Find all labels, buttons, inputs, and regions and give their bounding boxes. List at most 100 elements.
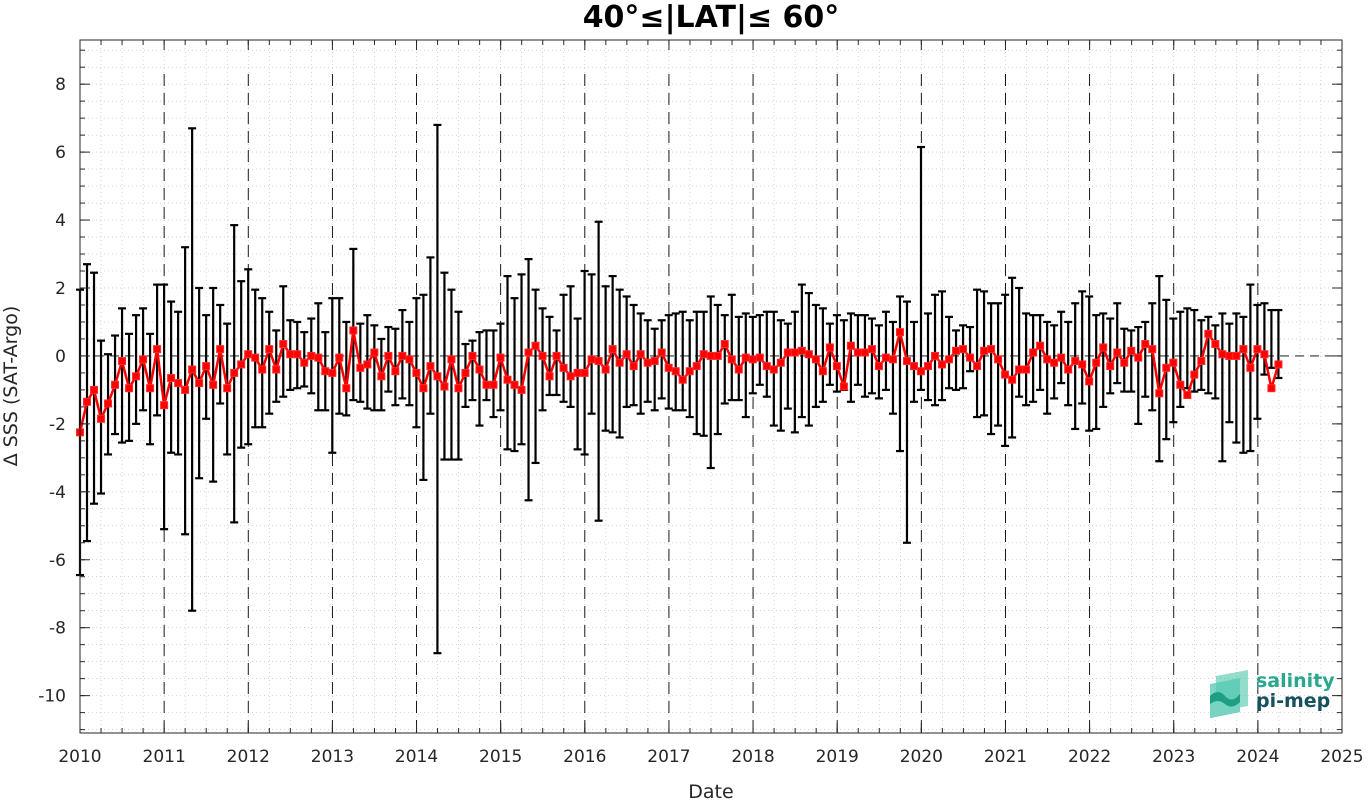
data-point	[860, 348, 869, 357]
x-tick-label: 2023	[1152, 747, 1195, 767]
data-point	[1113, 348, 1122, 357]
x-tick-label: 2015	[479, 747, 522, 767]
data-point	[279, 340, 288, 349]
data-point	[762, 362, 771, 371]
data-point	[251, 353, 260, 362]
data-point	[272, 365, 281, 374]
data-point	[146, 384, 155, 393]
data-point	[734, 365, 743, 374]
data-point	[881, 353, 890, 362]
data-point	[1064, 365, 1073, 374]
y-tick-label: 0	[55, 347, 66, 367]
data-point	[405, 355, 414, 364]
x-tick-label: 2021	[984, 747, 1027, 767]
data-point	[132, 372, 141, 381]
x-tick-label: 2020	[900, 747, 943, 767]
data-point	[83, 397, 92, 406]
data-point	[139, 355, 148, 364]
data-point	[391, 367, 400, 376]
data-point	[952, 346, 961, 355]
x-axis-label: Date	[688, 781, 733, 801]
data-point	[1043, 355, 1052, 364]
data-point	[615, 358, 624, 367]
data-point	[664, 363, 673, 372]
data-point	[671, 367, 680, 376]
data-point	[90, 385, 99, 394]
data-point	[804, 350, 813, 359]
data-point	[902, 357, 911, 366]
data-point	[1008, 375, 1017, 384]
data-point	[580, 368, 589, 377]
y-tick-label: -4	[49, 483, 66, 503]
data-point	[314, 353, 323, 362]
data-point	[790, 348, 799, 357]
data-point	[1141, 340, 1150, 349]
data-point	[622, 350, 631, 359]
data-point	[510, 380, 519, 389]
data-point	[468, 351, 477, 360]
data-point	[685, 367, 694, 376]
y-tick-labels: 8 6 4 2 0 -2 -4 -6 -8 -10	[38, 75, 66, 706]
data-point	[1120, 358, 1129, 367]
x-tick-label: 2025	[1320, 747, 1363, 767]
data-point	[440, 382, 449, 391]
data-point	[1183, 390, 1192, 399]
data-point	[713, 351, 722, 360]
data-point	[1267, 384, 1276, 393]
data-point	[153, 345, 162, 354]
data-point	[216, 345, 225, 354]
data-point	[370, 348, 379, 357]
data-point	[839, 382, 848, 391]
y-tick-label: -2	[49, 415, 66, 435]
data-point	[125, 384, 134, 393]
data-point	[538, 351, 547, 360]
data-point	[503, 375, 512, 384]
y-axis-label: Δ SSS (SAT-Argo)	[0, 306, 22, 466]
data-point	[223, 384, 232, 393]
data-point	[461, 368, 470, 377]
data-point	[629, 362, 638, 371]
data-point	[748, 355, 757, 364]
chart-title: 40°≤|LAT|≤ 60°	[583, 0, 840, 35]
data-point	[769, 365, 778, 374]
x-tick-label: 2017	[647, 747, 690, 767]
y-tick-label: -8	[49, 619, 66, 639]
data-point	[776, 358, 785, 367]
x-tick-label: 2013	[311, 747, 354, 767]
data-point	[938, 360, 947, 369]
y-tick-label: -10	[38, 687, 66, 707]
data-point	[909, 362, 918, 371]
data-point	[994, 355, 1003, 364]
data-point	[720, 340, 729, 349]
data-point	[1232, 351, 1241, 360]
y-tick-label: 4	[55, 211, 66, 231]
data-point	[973, 362, 982, 371]
data-point	[384, 351, 393, 360]
x-tick-label: 2014	[395, 747, 438, 767]
data-point	[980, 346, 989, 355]
logo-line2: pi-mep	[1256, 690, 1330, 712]
data-point	[118, 357, 127, 366]
data-point	[797, 346, 806, 355]
data-point	[867, 345, 876, 354]
data-point	[678, 375, 687, 384]
data-point	[1225, 351, 1234, 360]
data-point	[398, 351, 407, 360]
y-tick-label: 6	[55, 143, 66, 163]
data-point	[587, 355, 596, 364]
series-markers	[76, 326, 1283, 437]
data-point	[195, 379, 204, 388]
data-point	[531, 341, 540, 350]
x-tick-label: 2012	[227, 747, 270, 767]
data-point	[559, 363, 568, 372]
data-point	[1246, 363, 1255, 372]
data-point	[741, 353, 750, 362]
data-point	[825, 343, 834, 352]
data-point	[1162, 363, 1171, 372]
data-point	[1085, 377, 1094, 386]
data-point	[1148, 345, 1157, 354]
data-point	[1036, 341, 1045, 350]
axis-ticks	[79, 40, 1343, 733]
data-point	[104, 399, 113, 408]
